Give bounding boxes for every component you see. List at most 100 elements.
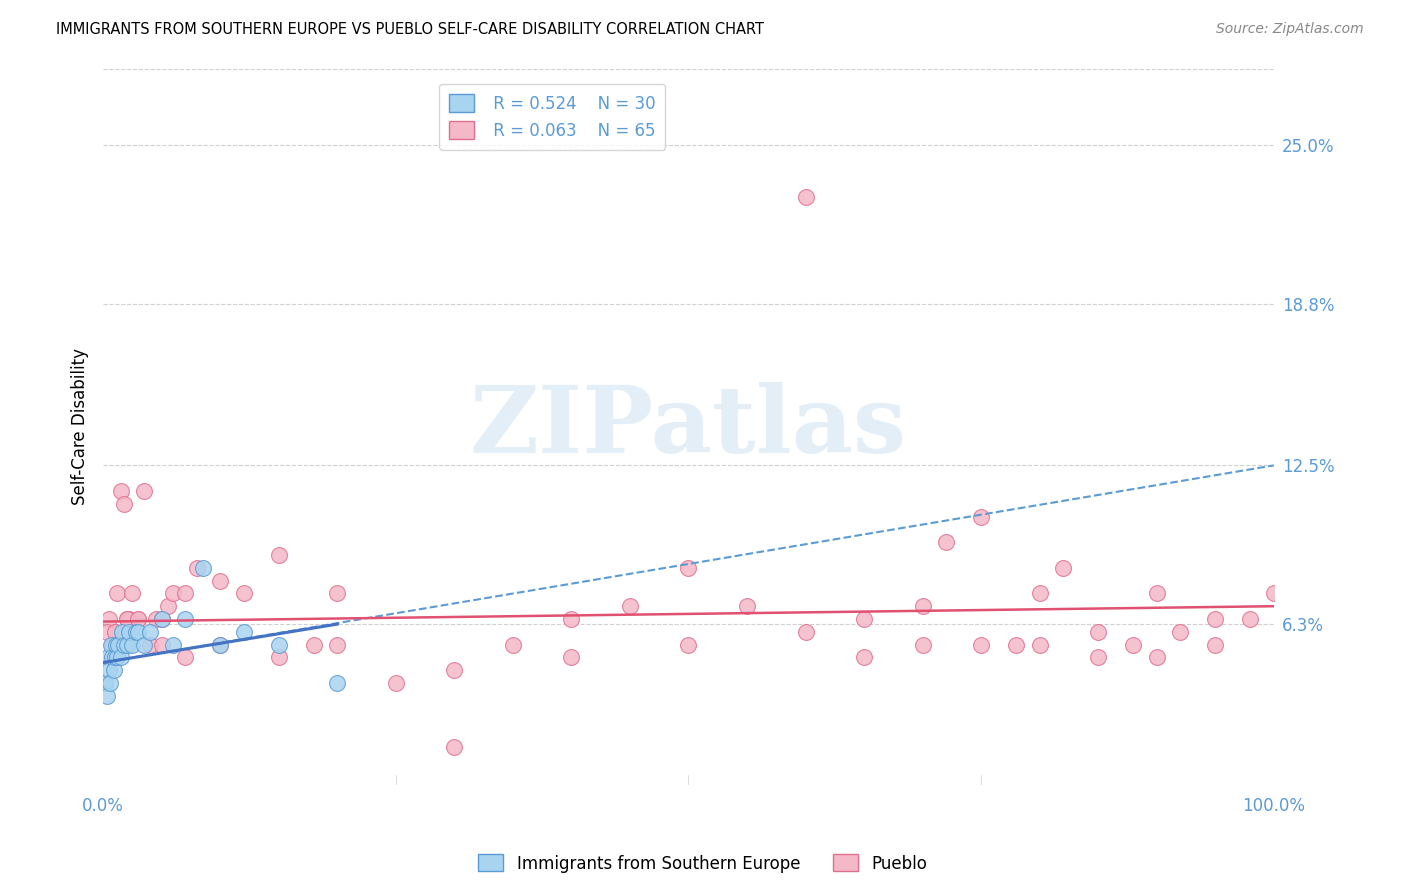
Legend: Immigrants from Southern Europe, Pueblo: Immigrants from Southern Europe, Pueblo — [471, 847, 935, 880]
Point — [619, 599, 641, 614]
Point — [209, 638, 232, 652]
Point — [267, 548, 290, 562]
Point — [145, 612, 167, 626]
Point — [209, 574, 232, 588]
Point — [115, 612, 138, 626]
Point — [104, 624, 127, 639]
Legend:  R = 0.524    N = 30,  R = 0.063    N = 65: R = 0.524 N = 30, R = 0.063 N = 65 — [439, 84, 665, 150]
Text: Source: ZipAtlas.com: Source: ZipAtlas.com — [1216, 22, 1364, 37]
Point — [98, 663, 121, 677]
Point — [174, 650, 197, 665]
Point — [110, 483, 132, 498]
Point — [735, 599, 758, 614]
Point — [1204, 638, 1226, 652]
Point — [118, 612, 141, 626]
Point — [94, 676, 117, 690]
Point — [1263, 586, 1285, 600]
Point — [98, 612, 121, 626]
Y-axis label: Self-Care Disability: Self-Care Disability — [72, 349, 89, 506]
Point — [121, 638, 143, 652]
Point — [1146, 586, 1168, 600]
Point — [104, 624, 127, 639]
Point — [139, 624, 162, 639]
Point — [104, 650, 127, 665]
Point — [103, 663, 125, 677]
Point — [1087, 624, 1109, 639]
Point — [98, 676, 121, 690]
Point — [118, 624, 141, 639]
Point — [125, 624, 148, 639]
Point — [96, 689, 118, 703]
Point — [385, 676, 408, 690]
Point — [326, 638, 349, 652]
Point — [101, 638, 124, 652]
Point — [794, 189, 817, 203]
Point — [127, 624, 149, 639]
Point — [678, 561, 700, 575]
Point — [150, 638, 173, 652]
Point — [174, 612, 197, 626]
Point — [162, 638, 184, 652]
Point — [100, 638, 122, 652]
Point — [132, 638, 155, 652]
Point — [794, 624, 817, 639]
Point — [1204, 612, 1226, 626]
Point — [1028, 638, 1050, 652]
Point — [101, 650, 124, 665]
Point — [121, 586, 143, 600]
Text: ZIPatlas: ZIPatlas — [470, 382, 907, 472]
Point — [110, 650, 132, 665]
Point — [443, 663, 465, 677]
Point — [111, 624, 134, 639]
Point — [209, 638, 232, 652]
Text: IMMIGRANTS FROM SOUTHERN EUROPE VS PUEBLO SELF-CARE DISABILITY CORRELATION CHART: IMMIGRANTS FROM SOUTHERN EUROPE VS PUEBL… — [56, 22, 765, 37]
Point — [97, 650, 120, 665]
Point — [156, 599, 179, 614]
Point — [112, 497, 135, 511]
Point — [127, 612, 149, 626]
Point — [326, 676, 349, 690]
Point — [853, 612, 876, 626]
Point — [107, 638, 129, 652]
Point — [1168, 624, 1191, 639]
Point — [970, 638, 993, 652]
Point — [267, 650, 290, 665]
Point — [1239, 612, 1261, 626]
Point — [186, 561, 208, 575]
Point — [191, 561, 214, 575]
Point — [443, 739, 465, 754]
Point — [560, 650, 582, 665]
Point — [127, 612, 149, 626]
Point — [115, 638, 138, 652]
Point — [1052, 561, 1074, 575]
Point — [150, 612, 173, 626]
Point — [174, 586, 197, 600]
Point — [302, 638, 325, 652]
Point — [970, 509, 993, 524]
Point — [1122, 638, 1144, 652]
Point — [232, 624, 254, 639]
Point — [935, 535, 957, 549]
Point — [911, 638, 934, 652]
Point — [678, 638, 700, 652]
Point — [502, 638, 524, 652]
Point — [1028, 586, 1050, 600]
Point — [162, 586, 184, 600]
Point — [232, 586, 254, 600]
Point — [267, 638, 290, 652]
Point — [560, 612, 582, 626]
Point — [1146, 650, 1168, 665]
Point — [150, 612, 173, 626]
Point — [1087, 650, 1109, 665]
Point — [911, 599, 934, 614]
Point — [115, 612, 138, 626]
Point — [132, 483, 155, 498]
Point — [139, 638, 162, 652]
Point — [1005, 638, 1028, 652]
Point — [105, 650, 128, 665]
Point — [105, 586, 128, 600]
Point — [112, 638, 135, 652]
Point — [326, 586, 349, 600]
Point — [105, 638, 128, 652]
Point — [853, 650, 876, 665]
